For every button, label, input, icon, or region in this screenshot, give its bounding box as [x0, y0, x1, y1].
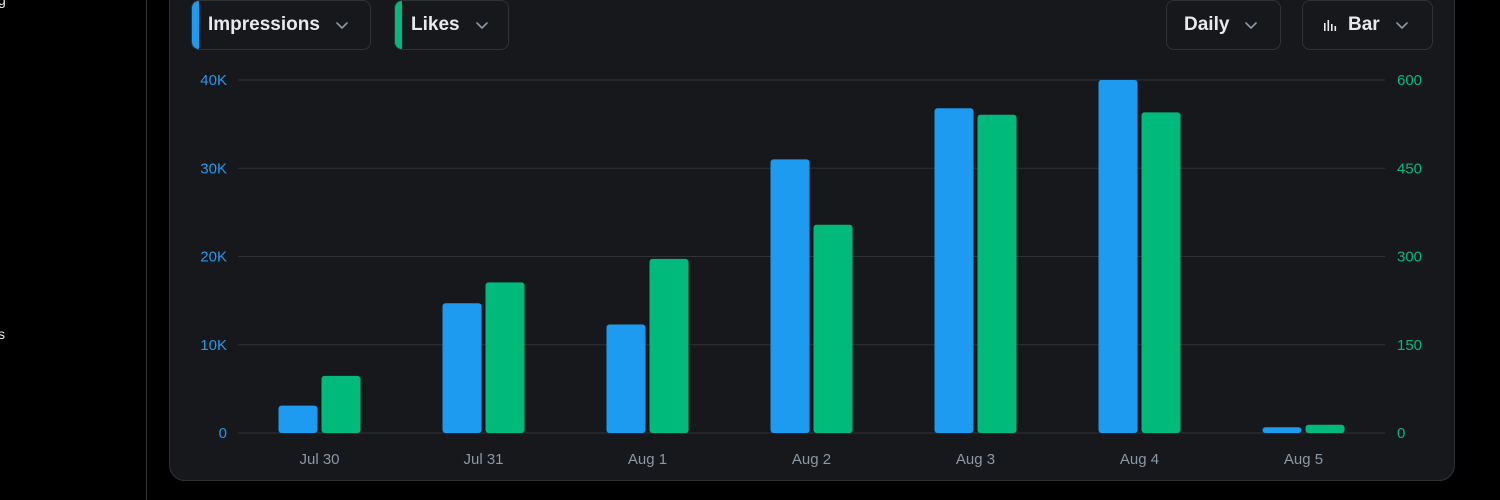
granularity-dropdown[interactable]: Daily — [1166, 0, 1281, 50]
bar-likes[interactable] — [1305, 424, 1345, 433]
metric-selector-likes[interactable]: Likes — [394, 0, 509, 50]
x-axis-tick-label: Jul 30 — [299, 451, 339, 468]
right-axis-tick-label: 600 — [1397, 72, 1422, 89]
bar-impressions[interactable] — [1098, 80, 1138, 433]
x-axis-tick-label: Aug 2 — [792, 451, 831, 468]
metric-label: Impressions — [208, 14, 320, 35]
chart-type-dropdown[interactable]: Bar — [1302, 0, 1433, 50]
right-axis-tick-label: 0 — [1397, 425, 1405, 442]
granularity-label: Daily — [1184, 14, 1230, 35]
chevron-down-icon — [1394, 17, 1410, 33]
bar-likes[interactable] — [1141, 112, 1181, 433]
right-axis-tick-label: 300 — [1397, 249, 1422, 266]
metric-label: Likes — [411, 14, 460, 35]
left-axis-tick-label: 20K — [200, 249, 227, 266]
x-axis-tick-label: Aug 3 — [956, 451, 995, 468]
bar-impressions[interactable] — [1262, 427, 1302, 433]
x-axis-tick-label: Aug 4 — [1120, 451, 1159, 468]
bar-impressions[interactable] — [278, 405, 318, 433]
bar-likes[interactable] — [649, 258, 689, 433]
chevron-down-icon — [334, 17, 350, 33]
bar-likes[interactable] — [485, 282, 525, 433]
left-axis-tick-label: 30K — [200, 160, 227, 177]
left-sidebar: g s — [0, 0, 147, 500]
bar-impressions[interactable] — [442, 303, 482, 433]
right-axis-tick-label: 150 — [1397, 337, 1422, 354]
bar-likes[interactable] — [977, 114, 1017, 433]
right-axis-tick-label: 450 — [1397, 160, 1422, 177]
left-axis-tick-label: 40K — [200, 72, 227, 89]
sidebar-edge-fragment: s — [0, 326, 5, 342]
left-axis-tick-label: 10K — [200, 337, 227, 354]
bar-impressions[interactable] — [770, 159, 810, 434]
bar-likes[interactable] — [321, 375, 361, 433]
metric-selector-impressions[interactable]: Impressions — [191, 0, 371, 50]
chevron-down-icon — [474, 17, 490, 33]
x-axis-tick-label: Jul 31 — [463, 451, 503, 468]
chart-type-label: Bar — [1348, 14, 1380, 35]
bar-impressions[interactable] — [934, 108, 974, 434]
sidebar-edge-fragment: g — [0, 0, 6, 8]
x-axis-tick-label: Aug 5 — [1284, 451, 1323, 468]
left-axis-tick-label: 0 — [219, 425, 227, 442]
chevron-down-icon — [1243, 17, 1259, 33]
metric-color-swatch — [192, 1, 199, 49]
bar-impressions[interactable] — [606, 324, 646, 433]
bar-chart-icon — [1322, 17, 1338, 33]
metric-color-swatch — [395, 1, 402, 49]
bar-likes[interactable] — [813, 224, 853, 433]
x-axis-tick-label: Aug 1 — [628, 451, 667, 468]
